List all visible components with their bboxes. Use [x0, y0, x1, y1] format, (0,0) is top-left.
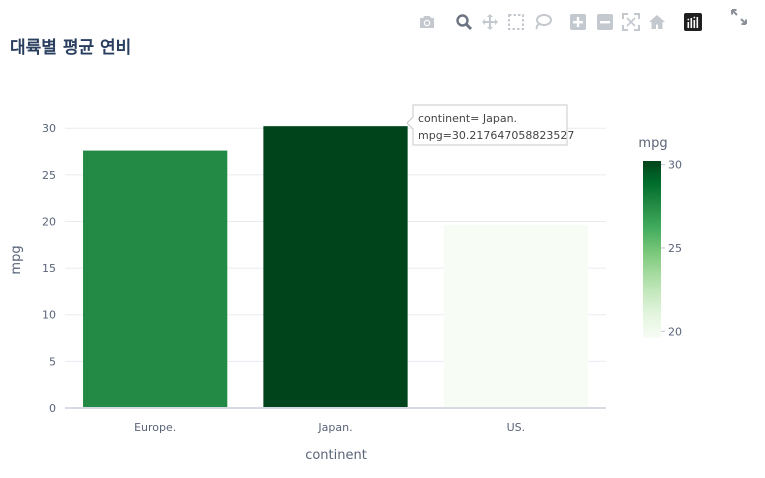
y-tick-label: 15 — [42, 262, 56, 275]
fullscreen-icon[interactable] — [727, 5, 751, 29]
x-axis-ticks: Europe. Japan. US. — [134, 421, 525, 434]
bar-japan[interactable] — [263, 126, 408, 409]
colorbar-tick-label: 30 — [668, 159, 682, 172]
lasso-select-icon[interactable] — [532, 10, 554, 34]
y-tick-label: 30 — [42, 122, 56, 135]
hover-tooltip: continent= Japan. mpg=30.217647058823527 — [406, 104, 574, 146]
x-tick-label: Europe. — [134, 421, 176, 434]
bars — [83, 126, 588, 409]
bar-europe[interactable] — [83, 150, 228, 409]
zoom-in-icon[interactable] — [567, 10, 589, 34]
zoom-out-icon[interactable] — [594, 10, 616, 34]
autoscale-icon[interactable] — [620, 10, 642, 34]
zoom-icon[interactable] — [453, 10, 475, 34]
colorbar-tick-label: 25 — [668, 242, 682, 255]
colorbar-title: mpg — [638, 136, 667, 151]
y-tick-label: 25 — [42, 169, 56, 182]
chart-title: 대륙별 평균 연비 — [10, 38, 132, 58]
colorbar: mpg 20 25 30 — [638, 136, 682, 338]
y-axis-title: mpg — [9, 245, 24, 274]
x-axis-title: continent — [305, 448, 367, 463]
colorbar-gradient — [643, 161, 661, 338]
pan-icon[interactable] — [479, 10, 501, 34]
colorbar-tick-label: 20 — [668, 325, 682, 338]
plotly-logo-icon[interactable] — [682, 10, 704, 34]
box-select-icon[interactable] — [505, 10, 527, 34]
bar-us[interactable] — [443, 225, 588, 408]
x-tick-label: US. — [507, 421, 526, 434]
x-tick-label: Japan. — [317, 421, 352, 434]
hover-line-2: mpg=30.217647058823527 — [418, 129, 574, 142]
y-axis-ticks: 0 5 10 15 20 25 30 — [42, 122, 56, 415]
hover-box — [406, 104, 568, 146]
colorbar-ticks: 20 25 30 — [661, 159, 682, 338]
hover-line-1: continent= Japan. — [418, 112, 517, 125]
camera-icon[interactable] — [416, 10, 438, 34]
y-tick-label: 20 — [42, 215, 56, 228]
y-tick-label: 5 — [49, 355, 56, 368]
reset-axes-icon[interactable] — [646, 10, 668, 34]
y-tick-label: 10 — [42, 309, 56, 322]
y-tick-label: 0 — [49, 402, 56, 415]
